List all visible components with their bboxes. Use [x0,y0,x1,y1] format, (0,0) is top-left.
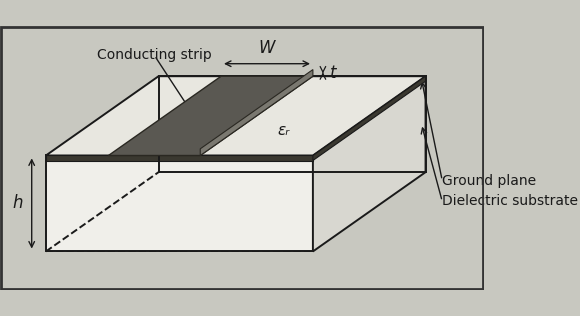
Text: Conducting strip: Conducting strip [97,48,212,62]
Polygon shape [46,155,313,252]
Text: h: h [13,194,23,212]
Polygon shape [313,76,426,252]
Polygon shape [313,76,426,161]
Text: Dielectric substrate: Dielectric substrate [442,194,578,208]
Text: t: t [329,64,336,82]
Polygon shape [46,155,313,161]
Polygon shape [200,70,313,155]
Polygon shape [108,76,313,155]
Text: W: W [259,39,276,57]
Text: Ground plane: Ground plane [442,173,536,187]
Polygon shape [46,76,426,155]
Text: εᵣ: εᵣ [278,123,290,138]
